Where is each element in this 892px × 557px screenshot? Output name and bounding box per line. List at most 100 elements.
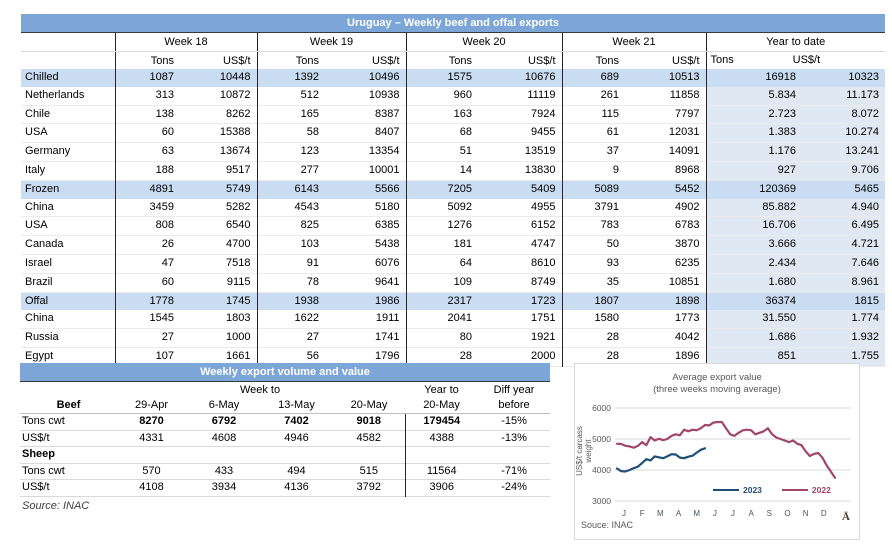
- row-label: Germany: [25, 145, 71, 158]
- cell: 9018: [356, 415, 381, 427]
- cell: 13.241: [802, 142, 886, 162]
- chart-title-line1: Average export value: [672, 372, 762, 383]
- chart-title: Average export value (three weeks moving…: [575, 372, 859, 396]
- cell: 9.706: [802, 161, 886, 181]
- table-row: China 3459 5282 4543 5180 5092 4955 3791 4902 85.…: [21, 198, 886, 217]
- cell: 14: [405, 161, 478, 181]
- cell: 4700: [226, 238, 251, 251]
- cell: 56: [256, 347, 325, 367]
- cell: 47: [114, 254, 180, 274]
- table-row: Egypt 107 1661 56 1796 28 2000 28 1896 851 1.755: [21, 347, 886, 367]
- legend-swatch: [713, 488, 739, 492]
- cell: [260, 447, 333, 464]
- diff-before-header: before: [478, 397, 551, 414]
- cell: 4331: [139, 431, 164, 444]
- cell: 1896: [675, 349, 700, 362]
- cell: 5.834: [705, 86, 802, 106]
- cell: 11119: [527, 88, 556, 101]
- cell: 15388: [219, 126, 251, 139]
- cell: 4042: [675, 331, 700, 344]
- y-tick-label: 4000: [592, 465, 611, 475]
- corner-cell: [20, 382, 115, 397]
- cell: 9: [561, 161, 625, 181]
- chart-plot-area: 6000 5000 4000 3000 J F M A M J J A S O N D: [592, 403, 851, 518]
- cell: 78: [256, 273, 325, 293]
- table-row: China 1545 1803 1622 1911 2041 1751 1580 1773 31.…: [21, 310, 886, 329]
- date-header: 29-Apr: [115, 397, 188, 414]
- cell: 960: [405, 86, 478, 106]
- cell: 13519: [524, 145, 556, 158]
- cell: 1751: [531, 312, 556, 325]
- cell: 6235: [675, 256, 700, 269]
- series-line-2022: [615, 420, 837, 479]
- corner-cell: [21, 33, 115, 52]
- cell: 4608: [211, 431, 237, 444]
- cell: 13354: [368, 145, 400, 158]
- cell: -15%: [501, 415, 527, 427]
- cell: 3792: [356, 481, 381, 494]
- cell: 28: [405, 347, 478, 367]
- cell: 1276: [405, 216, 478, 236]
- row-label: US$/t: [22, 481, 50, 494]
- cell: 28: [561, 347, 625, 367]
- cell: 9115: [226, 275, 251, 288]
- cell: -71%: [501, 464, 527, 477]
- cell: 851: [705, 347, 802, 367]
- corner-cell: [21, 52, 115, 70]
- cell: 60: [114, 273, 180, 293]
- volume-value-table: Week to Year to Diff year Beef 29-Apr 6-…: [20, 382, 551, 497]
- table-row: Offal 1778 1745 1938 1986 2317 1723 1807 1898 363…: [21, 292, 886, 311]
- cell: 494: [287, 464, 306, 477]
- x-tick-label: O: [784, 509, 790, 518]
- usd-label: US$/t: [671, 54, 700, 67]
- row-label: Chile: [25, 107, 51, 120]
- cell: 4108: [139, 481, 164, 494]
- cell: [188, 447, 260, 464]
- row-label: Brazil: [25, 275, 53, 288]
- cell: 1796: [375, 349, 400, 362]
- cell: 3791: [561, 198, 625, 217]
- cell: 10448: [219, 71, 251, 83]
- cell: 35: [561, 273, 625, 293]
- cell: 6540: [226, 219, 251, 232]
- table-row: Tons cwt 8270 6792 7402 9018 179454 -15%: [20, 413, 551, 431]
- usd-label: US$/t: [371, 54, 400, 67]
- cell: [404, 446, 479, 464]
- cell: 103: [256, 235, 325, 255]
- cell: 3870: [675, 238, 700, 251]
- cell: 3934: [211, 481, 237, 494]
- x-tick-label: J: [622, 509, 626, 518]
- x-tick-label: A: [748, 509, 754, 518]
- tons-label: Tons: [710, 54, 734, 66]
- series-line-2023: [615, 447, 707, 473]
- legend-swatch: [781, 488, 808, 492]
- cell: 8.961: [802, 273, 886, 293]
- cell: 4388: [404, 430, 479, 447]
- cell: 1986: [375, 294, 400, 307]
- cell: 689: [561, 69, 625, 87]
- cell: 2000: [531, 349, 556, 362]
- cell: 1938: [256, 292, 325, 311]
- cell: 5282: [226, 200, 251, 213]
- cell: 68: [405, 123, 478, 143]
- cell: 3906: [404, 479, 479, 497]
- cell: 5409: [531, 182, 556, 195]
- cell: 8387: [375, 107, 400, 120]
- cell: 1.383: [705, 123, 802, 143]
- cell: 1.932: [802, 328, 886, 348]
- cell: 93: [561, 254, 625, 274]
- y-tick-label: 5000: [592, 434, 611, 444]
- row-label: Sheep: [22, 448, 56, 461]
- cell: 10323: [802, 69, 886, 87]
- cell: 570: [142, 464, 161, 477]
- chart-corner-glyph: Ā: [842, 511, 850, 523]
- cell: 179454: [404, 413, 479, 431]
- main-table-title: Uruguay – Weekly beef and offal exports: [21, 14, 885, 33]
- cell: 8262: [226, 107, 251, 120]
- legend-label: 2022: [811, 485, 831, 495]
- cell: [478, 447, 550, 464]
- cell: 10938: [368, 88, 400, 101]
- cell: 1622: [256, 310, 325, 329]
- chart-source-note: Souce: INAC: [581, 520, 634, 530]
- cell: 50: [561, 235, 625, 255]
